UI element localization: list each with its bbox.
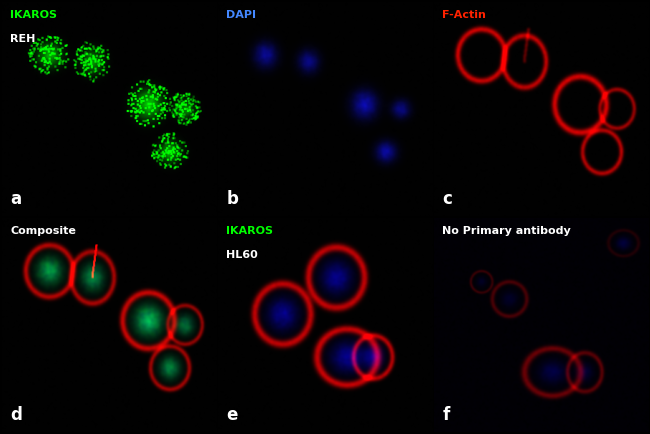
Text: IKAROS: IKAROS xyxy=(226,227,273,237)
Text: d: d xyxy=(10,406,22,424)
Text: IKAROS: IKAROS xyxy=(10,10,57,20)
Text: f: f xyxy=(443,406,450,424)
Text: HL60: HL60 xyxy=(226,250,258,260)
Text: e: e xyxy=(226,406,238,424)
Text: b: b xyxy=(226,190,238,207)
Text: Composite: Composite xyxy=(10,227,76,237)
Text: c: c xyxy=(443,190,452,207)
Text: a: a xyxy=(10,190,21,207)
Text: F-Actin: F-Actin xyxy=(443,10,486,20)
Text: No Primary antibody: No Primary antibody xyxy=(443,227,571,237)
Text: DAPI: DAPI xyxy=(226,10,256,20)
Text: REH: REH xyxy=(10,34,36,44)
